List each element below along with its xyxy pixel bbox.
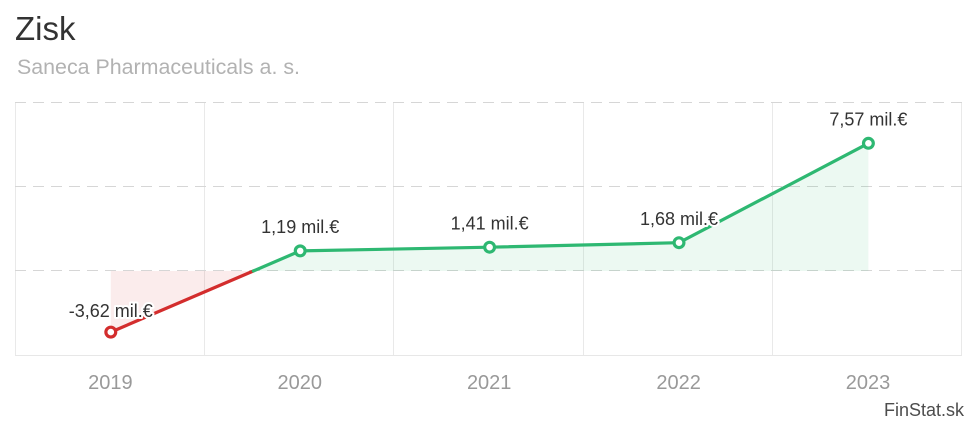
svg-text:2020: 2020 — [278, 372, 323, 394]
svg-text:2022: 2022 — [656, 372, 701, 394]
svg-text:-3,62 mil.€: -3,62 mil.€ — [69, 301, 153, 321]
svg-text:2023: 2023 — [846, 372, 891, 394]
svg-text:1,68 mil.€: 1,68 mil.€ — [640, 209, 718, 229]
svg-text:1,19 mil.€: 1,19 mil.€ — [261, 217, 339, 237]
svg-text:1,41 mil.€: 1,41 mil.€ — [451, 214, 529, 234]
svg-text:2021: 2021 — [467, 372, 512, 394]
svg-text:7,57 mil.€: 7,57 mil.€ — [829, 110, 907, 130]
svg-text:2019: 2019 — [88, 372, 133, 394]
